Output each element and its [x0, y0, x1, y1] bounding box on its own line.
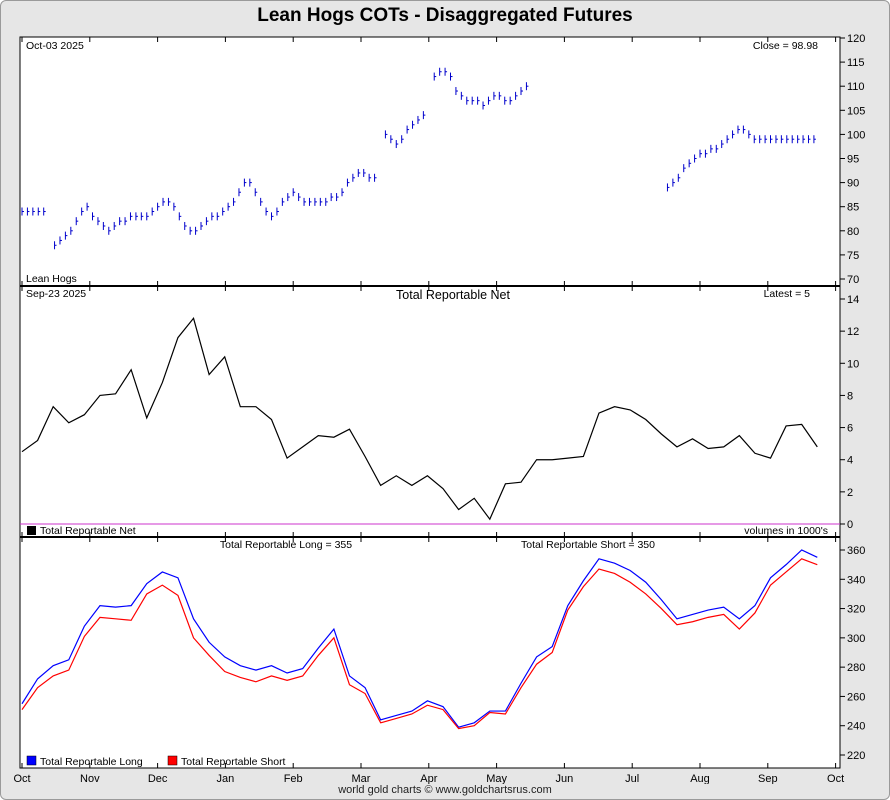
short-title: Total Reportable Short = 350	[521, 539, 655, 551]
footer-credit: world gold charts © www.goldchartsrus.co…	[338, 784, 552, 796]
price-y-tick-label: 80	[847, 226, 859, 238]
net-latest-label: Latest = 5	[764, 288, 811, 300]
price-y-tick-label: 90	[847, 178, 859, 190]
price-panel	[19, 36, 841, 287]
net-y-tick-label: 14	[847, 294, 859, 306]
price-close-label: Close = 98.98	[753, 40, 818, 52]
ls-y-tick-label: 280	[847, 662, 865, 674]
net-legend-label: Total Reportable Net	[40, 525, 136, 537]
ls-y-tick-label: 360	[847, 545, 865, 557]
ls-y-tick-label: 220	[847, 750, 865, 762]
net-panel-title: Total Reportable Net	[396, 288, 510, 302]
x-tick-label: Oct	[827, 773, 844, 784]
net-date-label: Sep-23 2025	[26, 288, 86, 300]
net-y-tick-label: 6	[847, 423, 853, 435]
x-tick-label: Mar	[352, 773, 371, 784]
x-tick-label: Feb	[284, 773, 303, 784]
net-y-tick-label: 0	[847, 519, 853, 531]
price-date-label: Oct-03 2025	[26, 40, 84, 52]
price-y-tick-label: 115	[847, 57, 865, 69]
x-tick-label: Sep	[758, 773, 778, 784]
volumes-label: volumes in 1000's	[744, 525, 828, 537]
price-series-label: Lean Hogs	[26, 273, 77, 285]
ls-y-tick-label: 320	[847, 604, 865, 616]
long-legend-label: Total Reportable Long	[40, 756, 143, 768]
ls-y-tick-label: 300	[847, 633, 865, 645]
x-tick-label: Jul	[625, 773, 639, 784]
x-tick-label: Dec	[148, 773, 168, 784]
net-series-line	[21, 317, 818, 521]
price-y-tick-label: 75	[847, 250, 859, 262]
x-tick-label: Nov	[80, 773, 100, 784]
long-short-panel	[19, 536, 841, 769]
net-legend-swatch	[27, 526, 36, 535]
short-series-line	[21, 558, 818, 730]
price-y-tick-label: 110	[847, 81, 865, 93]
ls-y-tick-label: 340	[847, 574, 865, 586]
x-tick-label: May	[486, 773, 507, 784]
x-tick-label: Aug	[690, 773, 710, 784]
net-y-tick-label: 10	[847, 358, 859, 370]
net-y-tick-label: 2	[847, 487, 853, 499]
short-legend-label: Total Reportable Short	[181, 756, 286, 768]
price-y-tick-label: 120	[847, 33, 865, 45]
short-legend-swatch	[167, 755, 178, 766]
net-panel	[19, 285, 841, 538]
x-tick-label: Jun	[556, 773, 574, 784]
x-tick-label: Jan	[217, 773, 235, 784]
net-y-tick-label: 12	[847, 326, 859, 338]
net-y-tick-label: 8	[847, 390, 853, 402]
price-y-tick-label: 85	[847, 202, 859, 214]
ls-y-tick-label: 240	[847, 721, 865, 733]
ls-y-tick-label: 260	[847, 691, 865, 703]
price-y-tick-label: 100	[847, 129, 865, 141]
net-y-tick-label: 4	[847, 455, 853, 467]
price-y-tick-label: 95	[847, 154, 859, 166]
price-y-tick-label: 70	[847, 274, 859, 286]
price-y-tick-label: 105	[847, 105, 865, 117]
long-legend-swatch	[26, 755, 37, 766]
x-tick-label: Apr	[420, 773, 437, 784]
long-title: Total Reportable Long = 355	[220, 539, 352, 551]
chart-title: Lean Hogs COTs - Disaggregated Futures	[257, 5, 633, 26]
x-tick-label: Oct	[13, 773, 30, 784]
long-series-line	[21, 549, 818, 728]
